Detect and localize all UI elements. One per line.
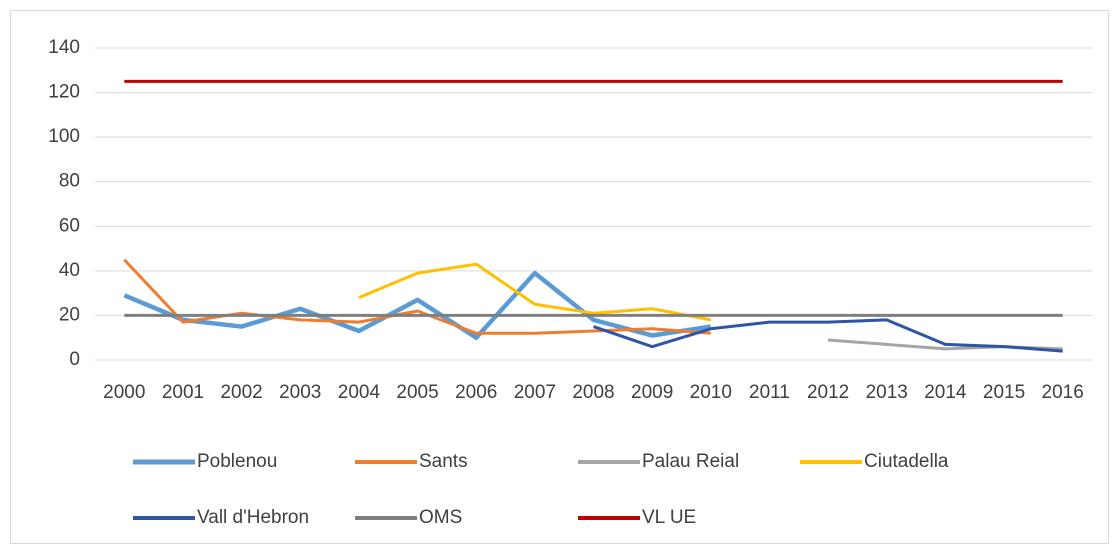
x-tick-label: 2012	[807, 382, 849, 403]
y-tick-label: 100	[48, 126, 80, 147]
chart-frame	[10, 10, 1109, 544]
x-tick-label: 2001	[162, 382, 204, 403]
x-tick-label: 2013	[866, 382, 908, 403]
x-tick-label: 2006	[455, 382, 497, 403]
series-line	[593, 318, 1063, 353]
y-tick-label: 60	[59, 215, 80, 236]
x-tick-label: 2009	[631, 382, 673, 403]
legend-label: Ciutadella	[864, 451, 949, 472]
x-tick-label: 2010	[690, 382, 732, 403]
x-tick-label: 2016	[1042, 382, 1084, 403]
legend-label: Vall d'Hebron	[197, 507, 309, 528]
x-tick-label: 2004	[338, 382, 381, 403]
legend-label: Sants	[419, 451, 468, 472]
x-tick-label: 2002	[220, 382, 262, 403]
x-tick-label: 2014	[924, 382, 967, 403]
x-tick-label: 2007	[514, 382, 556, 403]
x-tick-label: 2000	[103, 382, 145, 403]
y-tick-label: 140	[48, 37, 80, 58]
legend-label: Poblenou	[197, 451, 277, 472]
legend-label: VL UE	[642, 507, 696, 528]
y-tick-label: 20	[59, 304, 80, 325]
x-tick-label: 2011	[749, 382, 790, 403]
x-tick-label: 2005	[396, 382, 438, 403]
y-tick-label: 120	[48, 82, 80, 103]
series-line	[358, 262, 712, 322]
x-tick-label: 2008	[572, 382, 614, 403]
y-tick-label: 80	[59, 171, 80, 192]
y-tick-label: 40	[59, 260, 80, 281]
y-tick-label: 0	[69, 349, 80, 370]
x-tick-label: 2015	[983, 382, 1025, 403]
legend-label: Palau Reial	[642, 451, 739, 472]
legend-label: OMS	[419, 507, 462, 528]
x-tick-label: 2003	[279, 382, 321, 403]
series-line	[123, 270, 712, 340]
